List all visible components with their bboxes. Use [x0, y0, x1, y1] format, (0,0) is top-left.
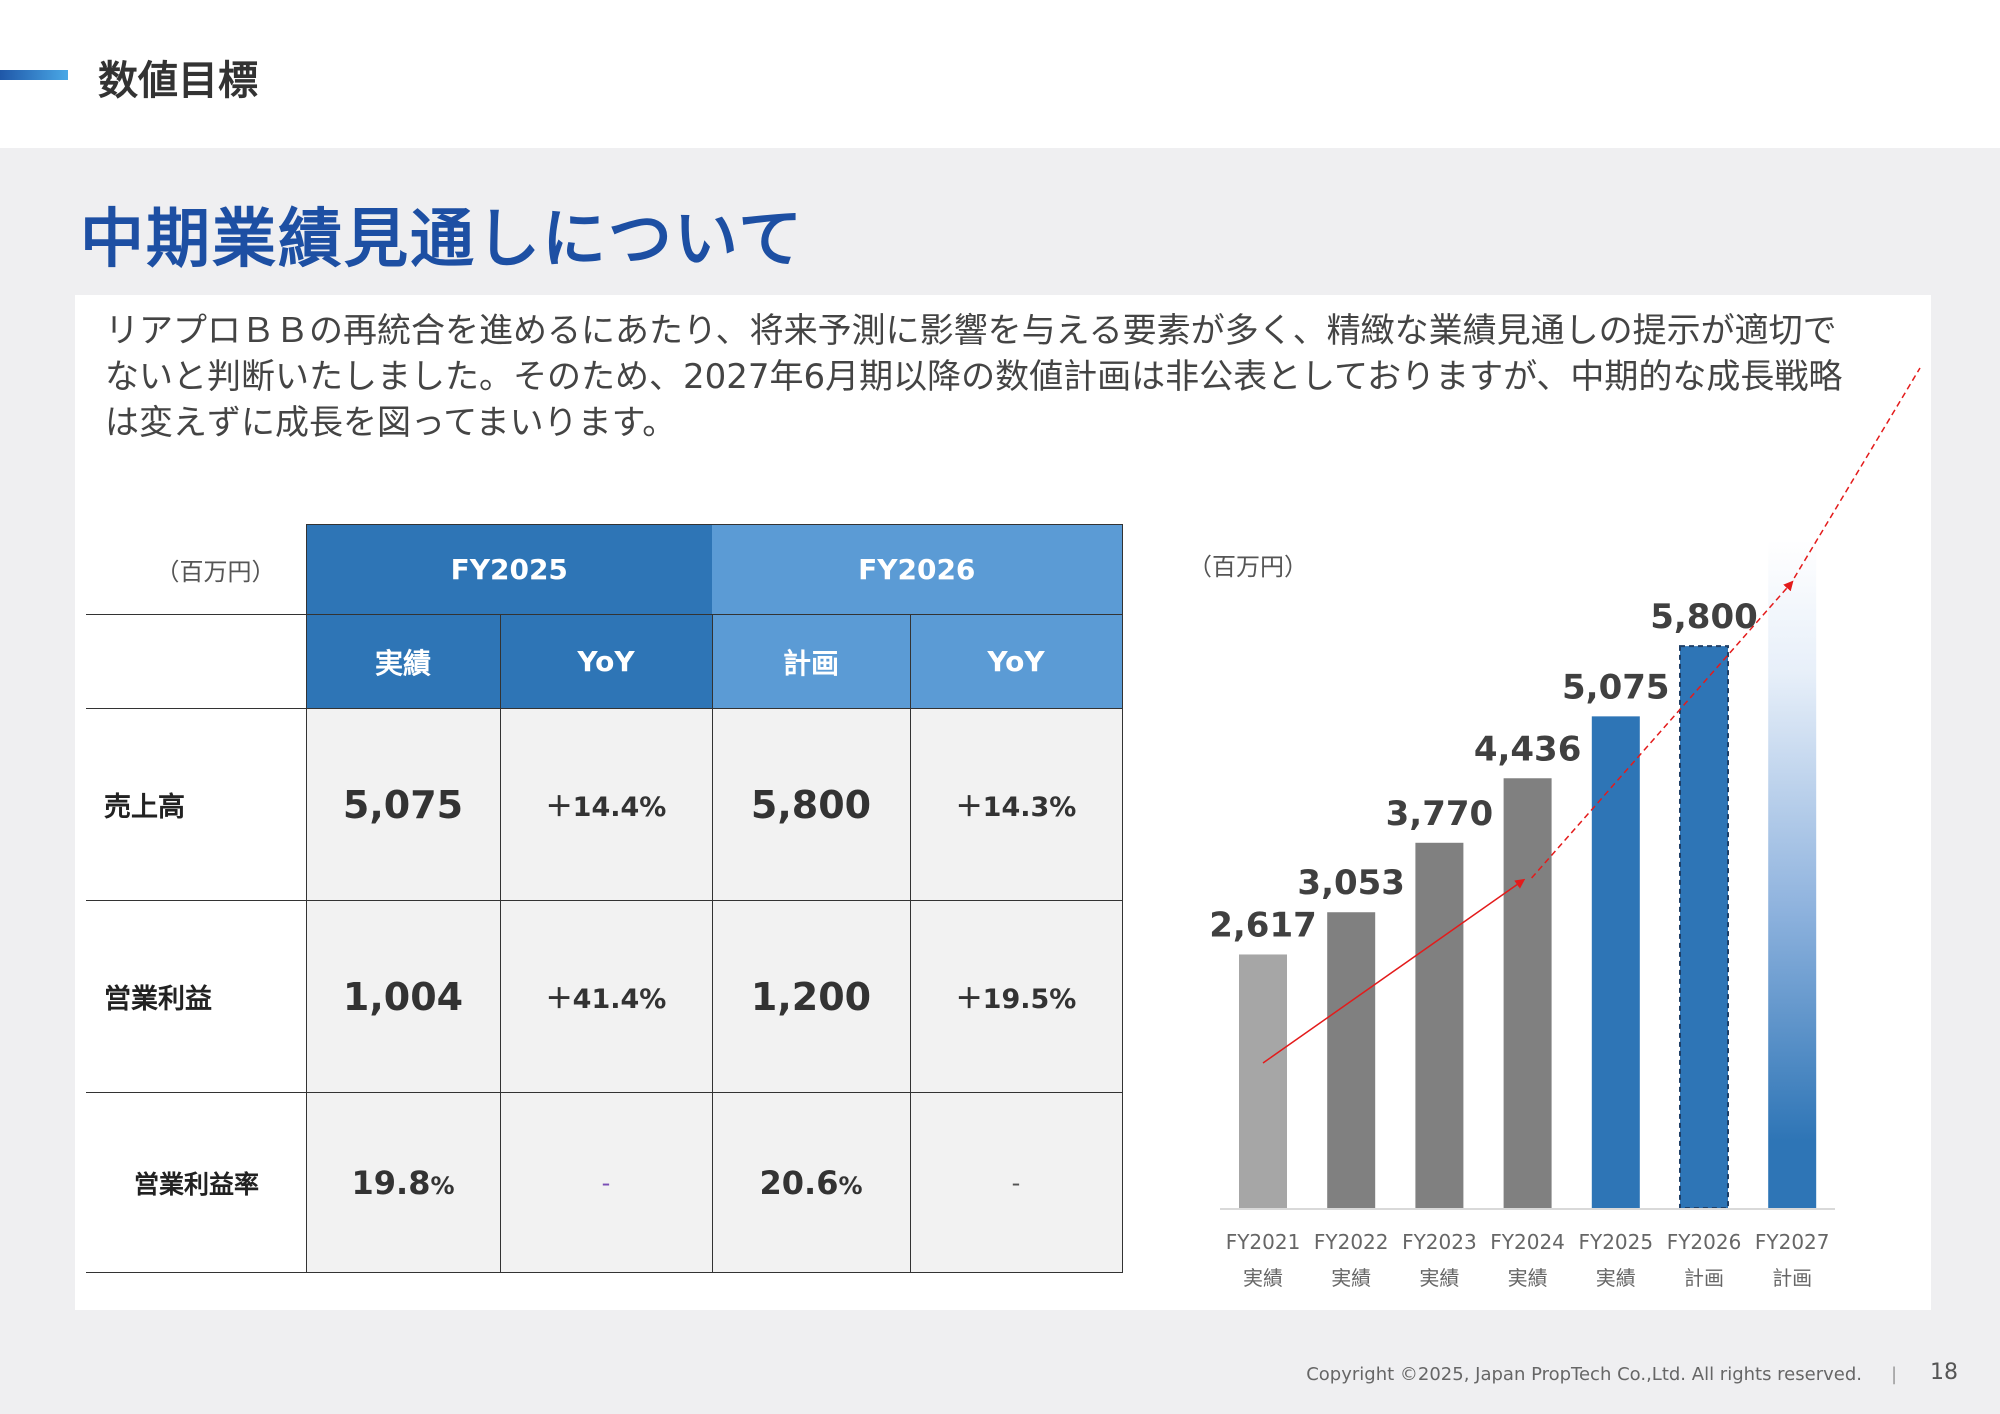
table-header-fy2025: FY2025: [305, 524, 712, 615]
table-empty-cell: [86, 614, 306, 709]
x-tick-label: FY2021: [1226, 1230, 1301, 1254]
table-header-fy2026: FY2026: [712, 524, 1123, 615]
cell-margin-fy25-pct: %: [430, 1171, 455, 1200]
x-tick-sublabel: 計画: [1772, 1266, 1812, 1290]
x-tick-label: FY2027: [1755, 1230, 1830, 1254]
cell-op-fy26-yoy: ＋19.5%: [909, 900, 1123, 1093]
bar-value-label: 3,770: [1386, 794, 1494, 834]
x-tick-sublabel: 実績: [1331, 1266, 1371, 1290]
table-unit-label: （百万円）: [155, 557, 276, 586]
table-row: 営業利益 1,004 ＋41.4% 1,200 ＋19.5%: [86, 900, 1123, 1093]
x-tick-sublabel: 実績: [1596, 1266, 1636, 1290]
trend-arrow-plan: [1531, 580, 1794, 879]
table-header-row: （百万円） FY2025 FY2026: [86, 524, 1123, 615]
cell-margin-fy26-pct: %: [838, 1171, 863, 1200]
cell-op-fy25-yoy: ＋41.4%: [499, 900, 712, 1093]
x-tick-sublabel: 計画: [1684, 1266, 1724, 1290]
cell-sales-fy26-yoy: ＋14.3%: [909, 708, 1123, 901]
cell-margin-fy26-value: 20.6: [759, 1163, 839, 1202]
cell-op-fy26: 1,200: [711, 900, 910, 1093]
page-title: 中期業績見通しについて: [80, 203, 805, 277]
bar-fy2022: [1327, 912, 1376, 1208]
x-tick-sublabel: 実績: [1419, 1266, 1459, 1290]
x-tick-label: FY2022: [1314, 1230, 1389, 1254]
bar-fy2024: [1503, 778, 1552, 1208]
description-text: リアプロＢＢの再統合を進めるにあたり、将来予測に影響を与える要素が多く、精緻な業…: [105, 311, 1843, 443]
table-subheader-plan: 計画: [711, 614, 910, 709]
bar-fy2025: [1591, 716, 1640, 1208]
cell-op-fy25: 1,004: [305, 900, 500, 1093]
row-label-operating-profit: 営業利益: [86, 900, 306, 1093]
bar-fy2026: [1679, 645, 1729, 1209]
accent-bar: [0, 70, 68, 80]
x-tick-label: FY2025: [1578, 1230, 1653, 1254]
bar-fy2023: [1415, 842, 1464, 1208]
header-bar: 数値目標: [0, 0, 2000, 148]
footer-copyright: Copyright ©2025, Japan PropTech Co.,Ltd.…: [1306, 1364, 1862, 1385]
cell-margin-fy25-value: 19.8: [351, 1163, 431, 1202]
metrics-table: （百万円） FY2025 FY2026 実績 YoY 計画 YoY 売上高 5,…: [86, 524, 1123, 1273]
cell-sales-fy25-yoy: ＋14.4%: [499, 708, 712, 901]
bar-value-label: 3,053: [1297, 863, 1405, 903]
cell-margin-fy26: 20.6%: [711, 1092, 910, 1273]
section-title: 数値目標: [98, 58, 258, 104]
table-row: 売上高 5,075 ＋14.4% 5,800 ＋14.3%: [86, 708, 1123, 901]
x-tick-label: FY2024: [1490, 1230, 1565, 1254]
table-subheader-row: 実績 YoY 計画 YoY: [86, 614, 1123, 709]
trend-arrow-extension: [1793, 367, 1921, 579]
table-subheader-yoy-fy26: YoY: [909, 614, 1123, 709]
cell-sales-fy26: 5,800: [711, 708, 910, 901]
row-label-op-margin: 営業利益率: [86, 1092, 306, 1273]
bar-fy2021: [1239, 954, 1287, 1208]
x-tick-label: FY2023: [1402, 1230, 1477, 1254]
table-subheader-actual: 実績: [305, 614, 500, 709]
row-label-sales: 売上高: [86, 708, 306, 901]
bar-value-label: 2,617: [1209, 905, 1317, 945]
bar-fy2027: [1768, 540, 1817, 1208]
cell-margin-fy26-yoy: -: [909, 1092, 1123, 1273]
x-tick-label: FY2026: [1667, 1230, 1742, 1254]
cell-margin-fy25: 19.8%: [305, 1092, 500, 1273]
table-subheader-yoy-fy25: YoY: [499, 614, 712, 709]
bar-value-label: 4,436: [1474, 729, 1582, 769]
bar-value-label: 5,075: [1562, 667, 1670, 707]
x-tick-sublabel: 実績: [1508, 1266, 1548, 1290]
bar-value-label: 5,800: [1650, 597, 1758, 637]
cell-sales-fy25: 5,075: [305, 708, 500, 901]
page-number: 18: [1930, 1360, 1958, 1385]
cell-margin-fy25-yoy: -: [499, 1092, 712, 1273]
table-row: 営業利益率 19.8% - 20.6% -: [86, 1092, 1123, 1273]
x-tick-sublabel: 実績: [1243, 1266, 1283, 1290]
footer-separator: |: [1891, 1364, 1898, 1385]
chart-unit-label: （百万円）: [1188, 553, 1308, 581]
trend-arrow-actual: [1262, 878, 1526, 1064]
